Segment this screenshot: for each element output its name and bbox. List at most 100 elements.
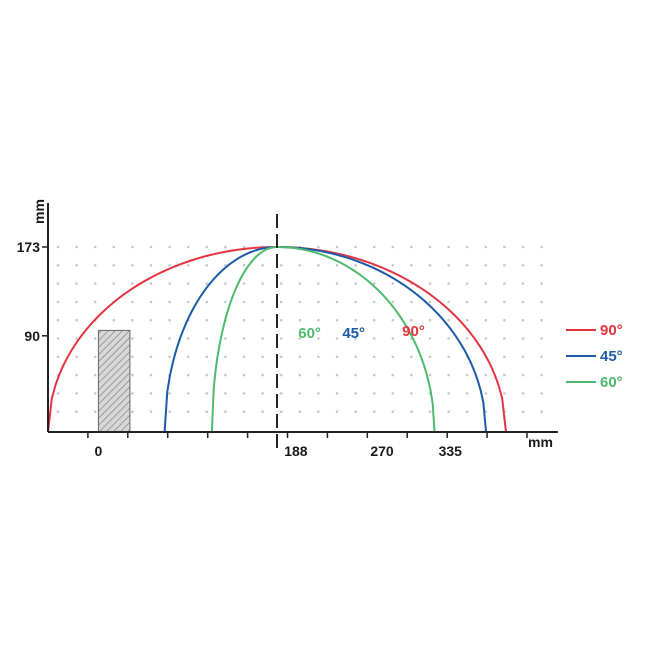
grid-dot: [149, 410, 153, 414]
grid-dot: [242, 410, 246, 414]
grid-dot: [428, 318, 432, 322]
grid-dot: [335, 392, 339, 395]
grid-dot: [372, 373, 376, 377]
grid-dot: [205, 392, 209, 395]
grid-dot: [317, 337, 320, 340]
grid-dot: [410, 410, 413, 414]
grid-dot: [242, 264, 246, 267]
grid-dot: [93, 245, 97, 249]
grid-dot: [521, 245, 525, 249]
grid-dot: [75, 318, 78, 322]
grid-dot: [224, 300, 227, 304]
grid-dot: [354, 410, 357, 414]
grid-dot: [484, 373, 488, 377]
grid-dot: [279, 337, 283, 340]
grid-dot: [540, 245, 543, 249]
grid-dot: [131, 282, 134, 285]
grid-dot: [298, 392, 302, 395]
grid-dot: [521, 264, 525, 267]
grid-dot: [168, 392, 171, 395]
grid-dot: [56, 337, 60, 340]
y-axis-ticks: 90 173: [17, 239, 48, 344]
grid-dot: [447, 355, 450, 359]
grid-dot: [205, 318, 209, 322]
grid-dot: [503, 337, 506, 340]
grid-dot: [391, 300, 395, 304]
grid-dot: [465, 392, 469, 395]
grid-dot: [521, 392, 525, 395]
grid-dot: [540, 355, 543, 359]
grid-dot: [391, 392, 395, 395]
grid-dot: [261, 355, 264, 359]
grid-dot: [93, 373, 97, 377]
grid-dot: [205, 245, 209, 249]
grid-dot: [168, 245, 171, 249]
grid-dot: [354, 392, 357, 395]
grid-dot: [335, 355, 339, 359]
grid-dot: [168, 355, 171, 359]
grid-dot: [242, 282, 246, 285]
grid-dot: [354, 337, 357, 340]
grid-dot: [521, 318, 525, 322]
grid-dot: [205, 410, 209, 414]
grid-dot: [56, 245, 60, 249]
grid-dot: [186, 300, 190, 304]
grid-dot: [317, 300, 320, 304]
grid-dot: [428, 245, 432, 249]
grid-dot: [428, 410, 432, 414]
grid-dot: [168, 337, 171, 340]
grid-dot: [354, 373, 357, 377]
grid-dot: [354, 245, 357, 249]
grid-dot: [391, 245, 395, 249]
grid-dot: [149, 392, 153, 395]
grid-dot: [279, 373, 283, 377]
grid-dot: [317, 264, 320, 267]
grid-dot: [224, 410, 227, 414]
grid-dot: [447, 318, 450, 322]
grid-dot: [465, 245, 469, 249]
grid-dot: [428, 355, 432, 359]
grid-dot: [317, 355, 320, 359]
grid-dot: [335, 245, 339, 249]
grid-dot: [503, 282, 506, 285]
grid-dot: [521, 410, 525, 414]
grid-dot: [298, 373, 302, 377]
grid-dot: [447, 245, 450, 249]
grid-dot: [447, 300, 450, 304]
hatched-obstacle: [97, 329, 131, 433]
grid-dot: [391, 337, 395, 340]
grid-dot: [112, 245, 116, 249]
grid-dot: [75, 282, 78, 285]
grid-dot: [484, 300, 488, 304]
grid-dot: [149, 318, 153, 322]
grid-dot: [186, 373, 190, 377]
grid-dot: [372, 318, 376, 322]
grid-dot: [354, 282, 357, 285]
grid-dot: [149, 264, 153, 267]
grid-dot: [149, 282, 153, 285]
grid-dot: [428, 282, 432, 285]
grid-dot: [298, 300, 302, 304]
grid-dot: [540, 318, 543, 322]
y-axis-unit-label: mm: [31, 199, 47, 224]
grid-dot: [465, 300, 469, 304]
grid-dot: [428, 264, 432, 267]
grid-dot: [224, 337, 227, 340]
grid-dot: [149, 300, 153, 304]
grid-dot: [224, 245, 227, 249]
grid-dot: [298, 337, 302, 340]
grid-dot: [261, 282, 264, 285]
grid-dot: [131, 392, 134, 395]
grid-dot: [521, 337, 525, 340]
grid-dot: [410, 392, 413, 395]
grid-dot: [186, 337, 190, 340]
grid-dot: [242, 337, 246, 340]
grid-dot: [335, 300, 339, 304]
grid-dot: [354, 355, 357, 359]
grid-dot: [484, 282, 488, 285]
grid-dot: [540, 282, 543, 285]
grid-dot: [521, 373, 525, 377]
grid-dot: [484, 264, 488, 267]
grid-dot: [521, 300, 525, 304]
grid-dot: [131, 355, 134, 359]
